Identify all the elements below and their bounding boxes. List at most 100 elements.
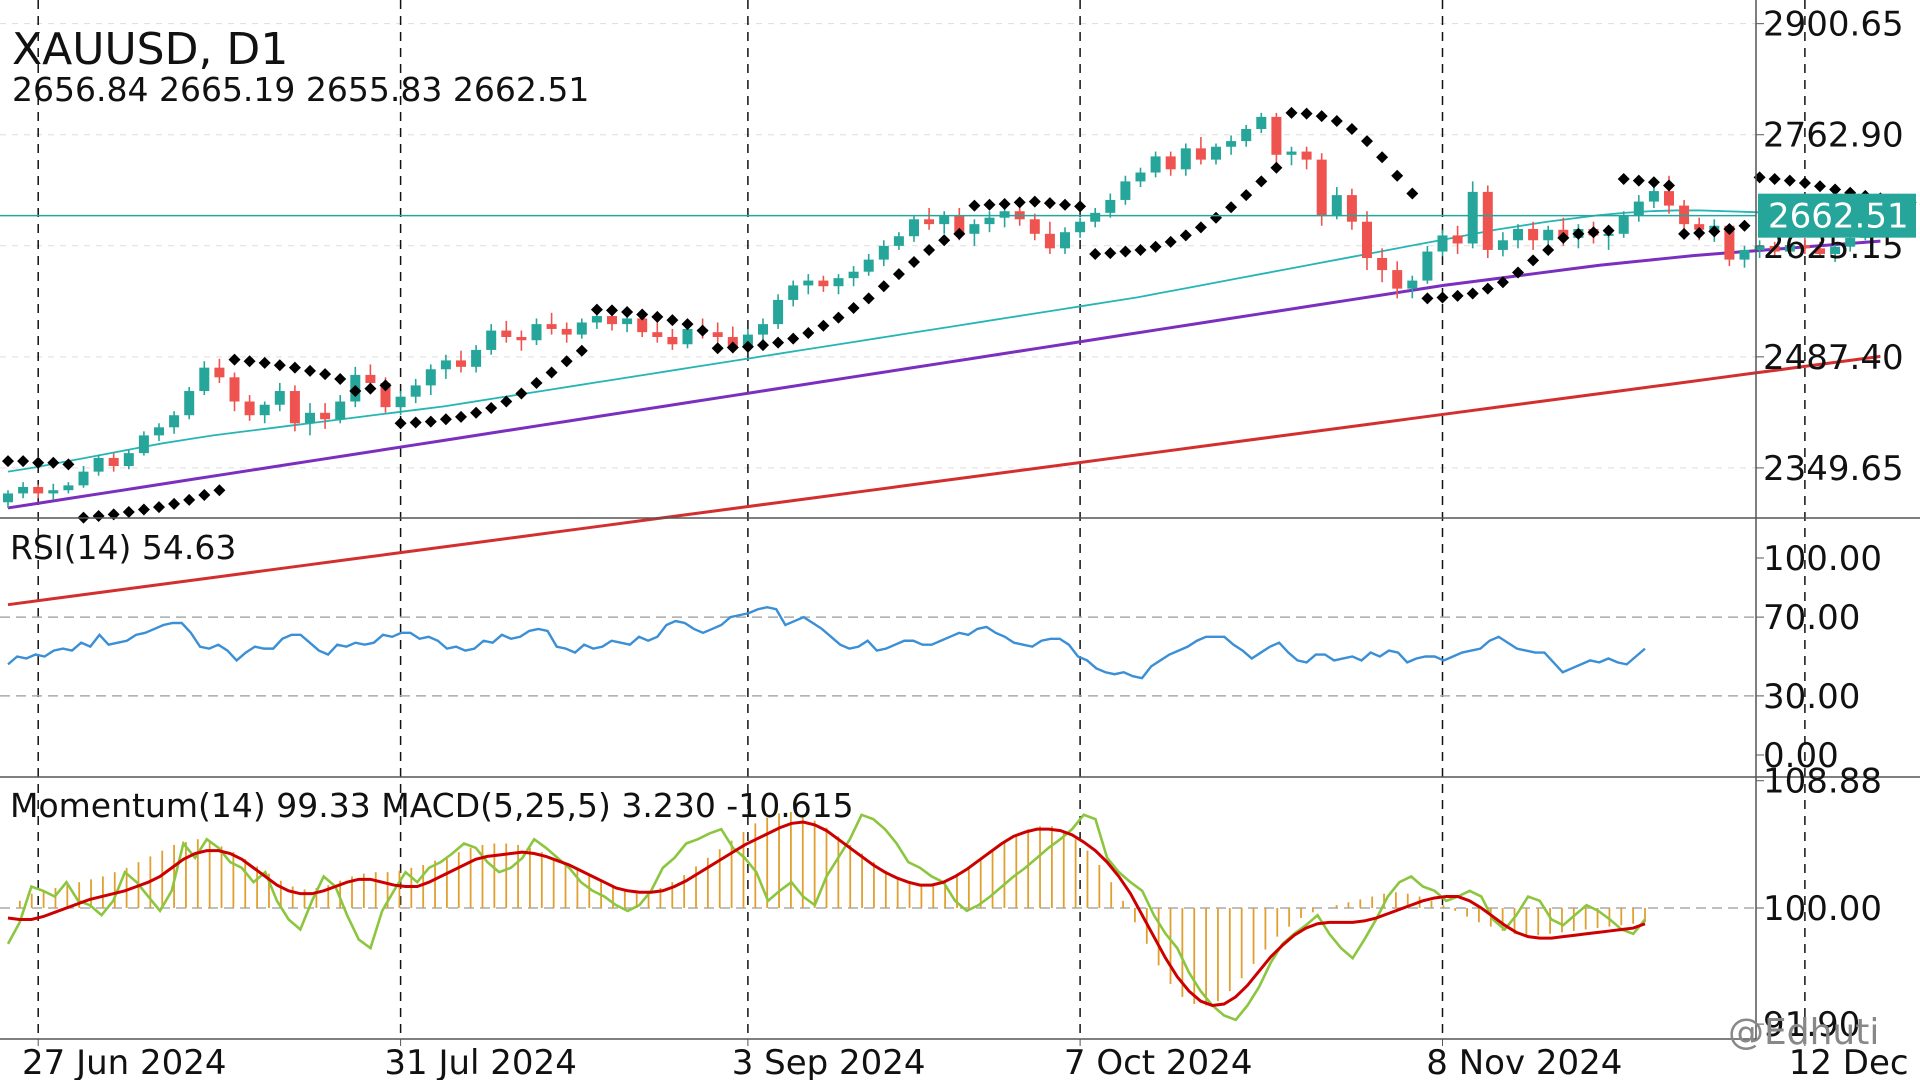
psar-dot (92, 510, 105, 522)
candle-body (425, 369, 436, 386)
macd-signal-line (7, 820, 1646, 1007)
candle-body (682, 328, 693, 345)
psar-dot (243, 355, 256, 368)
rsi-title: RSI(14) 54.63 (10, 528, 237, 567)
symbol-title: XAUUSD, D1 (12, 24, 289, 75)
candle-body (516, 337, 527, 341)
psar-dot (122, 505, 135, 518)
candle-body (1150, 156, 1161, 173)
psar-dot (1315, 110, 1328, 123)
candle-body (1739, 249, 1750, 260)
psar-dot (590, 303, 603, 316)
psar-dot (1330, 114, 1343, 127)
psar-dot (530, 376, 543, 389)
psar-dot (1768, 172, 1781, 185)
candle-body (893, 236, 904, 246)
candle-body (1437, 235, 1448, 252)
psar-dot (1542, 243, 1555, 256)
candle-body (1165, 156, 1176, 170)
candle-body (1044, 233, 1055, 249)
candle-body (758, 324, 768, 335)
psar-dot (953, 227, 966, 240)
psar-dot (32, 456, 45, 469)
psar-dot (47, 456, 60, 469)
psar-dot (666, 314, 679, 327)
momentum-macd-panel (0, 811, 1756, 1022)
psar-dot (409, 416, 422, 429)
psar-dot (787, 332, 800, 345)
candle-body (1648, 191, 1659, 202)
candle-body (1769, 245, 1780, 252)
psar-dot (621, 306, 634, 319)
candle-body (154, 427, 164, 436)
candle-body (863, 259, 874, 272)
time-tick-label: 7 Oct 2024 (1064, 1043, 1253, 1080)
psar-dot (364, 382, 377, 395)
candle-body (1724, 225, 1735, 260)
candle-body (1618, 215, 1629, 234)
price-tick-label: 2900.65 (1763, 5, 1904, 45)
psar-dot (908, 256, 920, 269)
candle-body (456, 360, 466, 367)
price-panel (0, 106, 1920, 607)
psar-dot (1693, 227, 1706, 240)
psar-dot (379, 379, 392, 392)
candle-body (576, 322, 587, 335)
candle-body (773, 299, 784, 325)
candle-body (229, 377, 240, 402)
psar-dot (575, 344, 588, 357)
candle-body (1029, 219, 1040, 234)
time-tick-label: 31 Jul 2024 (384, 1043, 576, 1080)
candle-body (138, 435, 149, 454)
candle-body (1316, 159, 1327, 217)
candle-body (1407, 280, 1418, 289)
candle-body (878, 245, 889, 260)
time-tick-label: 3 Sep 2024 (732, 1043, 926, 1080)
candle-body (622, 318, 633, 325)
candle-body (1694, 224, 1705, 230)
candle-body (289, 391, 300, 424)
psar-dot (681, 318, 694, 331)
candle-body (1664, 191, 1674, 206)
psar-dot (1406, 187, 1419, 200)
candle-body (1754, 245, 1765, 250)
candle-body (1830, 246, 1841, 254)
psar-dot (500, 395, 513, 408)
candle-body (199, 367, 210, 392)
psar-dot (1798, 177, 1811, 190)
psar-dot (2, 455, 14, 468)
watermark-text: @Edhuti (1728, 1012, 1880, 1053)
candle-body (1286, 151, 1297, 155)
psar-dot (1391, 169, 1404, 182)
psar-dot (1300, 107, 1313, 120)
psar-dot (288, 361, 301, 374)
candle-body (637, 318, 648, 333)
psar-dot (439, 413, 452, 426)
candle-body (1331, 195, 1342, 217)
psar-dot (1647, 176, 1660, 189)
psar-dot (1602, 224, 1615, 237)
candle-body (1467, 191, 1478, 244)
candle-body (1075, 221, 1086, 233)
psar-dot (998, 197, 1011, 210)
grid-layer (0, 23, 1756, 469)
psar-dot (1149, 240, 1162, 253)
candle-body (1784, 245, 1795, 252)
ohlc-readout: 2656.84 2665.19 2655.83 2662.51 (12, 70, 590, 109)
vertical-separators (37, 0, 1806, 1039)
psar-dot (1210, 211, 1222, 224)
psar-dot (1179, 229, 1192, 242)
time-tick-label: 8 Nov 2024 (1426, 1043, 1622, 1080)
candle-body (33, 486, 44, 494)
time-tick-label: 27 Jun 2024 (22, 1043, 227, 1080)
psar-dot (817, 319, 830, 332)
psar-dot (1496, 276, 1509, 289)
psar-dot (168, 497, 181, 510)
candle-body (848, 271, 859, 279)
candle-body (1482, 191, 1493, 250)
rsi-tick-label: 0.00 (1763, 736, 1839, 776)
psar-dot (1225, 201, 1238, 214)
candle-body (410, 385, 421, 397)
candle-body (531, 324, 542, 341)
candle-body (607, 316, 617, 325)
